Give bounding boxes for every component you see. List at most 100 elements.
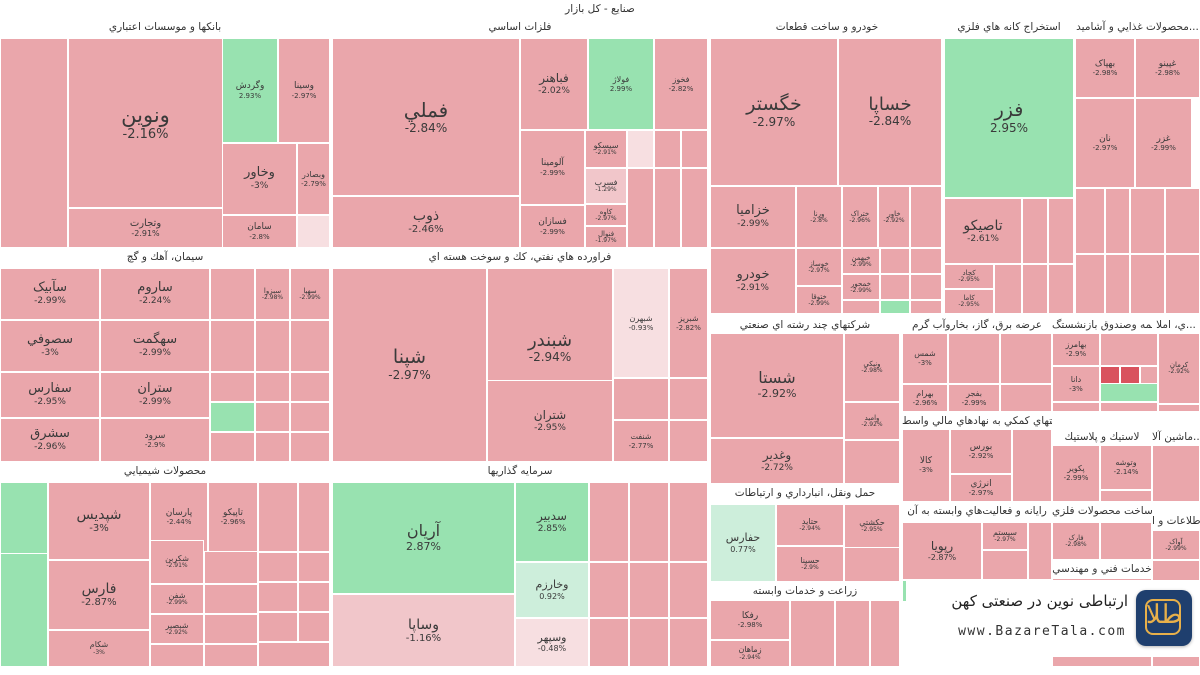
stock-tile[interactable]: وخارزم 0.92%: [515, 562, 589, 618]
sector-header[interactable]: ماشين آلا...: [1152, 428, 1200, 446]
stock-tile[interactable]: [627, 130, 654, 168]
stock-tile[interactable]: [910, 274, 942, 300]
stock-tile[interactable]: سدبير 2.85%: [515, 482, 589, 562]
sector-header[interactable]: زراعت و خدمات وابسته: [710, 582, 900, 600]
stock-tile[interactable]: [910, 248, 942, 274]
stock-tile[interactable]: [255, 402, 290, 432]
stock-tile[interactable]: [258, 482, 298, 552]
stock-tile[interactable]: بورس -2.92%: [950, 428, 1012, 474]
stock-tile[interactable]: [204, 584, 258, 614]
stock-tile[interactable]: انرژي -2.97%: [950, 474, 1012, 502]
stock-tile[interactable]: [1075, 188, 1105, 254]
stock-tile[interactable]: [1028, 522, 1052, 580]
stock-tile[interactable]: [298, 582, 330, 612]
stock-tile[interactable]: [1052, 402, 1100, 412]
stock-tile[interactable]: [669, 420, 708, 462]
stock-tile[interactable]: خبهمن -2.99%: [842, 248, 880, 274]
stock-tile[interactable]: [1165, 254, 1200, 314]
stock-tile[interactable]: [210, 372, 255, 402]
stock-tile[interactable]: [1130, 254, 1165, 314]
stock-tile[interactable]: فسازان -2.99%: [520, 205, 585, 248]
stock-tile[interactable]: بهامرز -2.9%: [1052, 332, 1100, 366]
stock-tile[interactable]: [654, 168, 681, 248]
stock-tile[interactable]: [880, 248, 910, 274]
stock-tile[interactable]: خوساز -2.97%: [796, 248, 842, 286]
stock-tile[interactable]: خگستر -2.97%: [710, 38, 838, 186]
stock-tile[interactable]: ساروم -2.24%: [100, 268, 210, 320]
stock-tile[interactable]: فولاژ 2.99%: [588, 38, 654, 130]
stock-tile[interactable]: [255, 320, 290, 372]
sector-header[interactable]: عرضه برق، گاز، بخاروآب گرم: [902, 316, 1052, 334]
stock-tile[interactable]: فنوال -1.97%: [585, 226, 627, 248]
stock-tile[interactable]: [842, 300, 880, 314]
stock-tile[interactable]: [210, 402, 255, 432]
stock-tile[interactable]: تاصيكو -2.61%: [944, 198, 1022, 264]
stock-tile[interactable]: ونوين -2.16%: [68, 38, 223, 208]
stock-tile[interactable]: [210, 268, 255, 320]
stock-tile[interactable]: [629, 562, 669, 618]
stock-tile[interactable]: كاوه -2.97%: [585, 204, 627, 226]
sector-header[interactable]: استخراج كانه هاي فلزي: [944, 18, 1074, 36]
sector-header[interactable]: فراورده هاي نفتي، كك و سوخت هسته اي: [332, 248, 708, 266]
stock-tile[interactable]: ونيکي -2.98%: [844, 332, 900, 402]
stock-tile[interactable]: [1105, 188, 1130, 254]
stock-tile[interactable]: [290, 402, 330, 432]
stock-tile[interactable]: وبصادر -2.79%: [297, 143, 330, 215]
sector-header[interactable]: سيمان، آهك و گچ: [0, 248, 330, 266]
stock-tile[interactable]: [1100, 522, 1152, 560]
stock-tile[interactable]: [298, 552, 330, 582]
sector-header[interactable]: بيمه وصندوق بازنشستگ...: [1052, 316, 1152, 334]
stock-tile[interactable]: تاپيكو -2.96%: [208, 482, 258, 552]
stock-tile[interactable]: [982, 550, 1028, 580]
sector-header[interactable]: ساخت محصولات فلزي: [1052, 502, 1152, 520]
stock-tile[interactable]: [1152, 444, 1200, 502]
stock-tile[interactable]: حتايد -2.94%: [776, 504, 844, 546]
stock-tile[interactable]: حكشتي -2.95%: [844, 504, 900, 548]
stock-tile[interactable]: وتجارت -2.91%: [68, 208, 223, 248]
sector-header[interactable]: خدمات فني و مهندسي: [1052, 560, 1152, 578]
stock-tile[interactable]: شتران -2.95%: [487, 380, 613, 462]
stock-tile[interactable]: شنفت -2.77%: [613, 420, 669, 462]
stock-tile[interactable]: ورنا -2.8%: [796, 186, 842, 248]
stock-tile[interactable]: [210, 432, 255, 462]
stock-tile[interactable]: سامان -2.8%: [222, 215, 297, 248]
stock-tile[interactable]: شبهرن -0.93%: [613, 268, 669, 378]
stock-tile[interactable]: سصوفي -3%: [0, 320, 100, 372]
stock-tile[interactable]: سآبيک -2.99%: [0, 268, 100, 320]
stock-tile[interactable]: [150, 644, 204, 667]
stock-tile[interactable]: كچاد -2.95%: [944, 264, 994, 289]
stock-tile[interactable]: بفجر -2.99%: [948, 384, 1000, 412]
stock-tile[interactable]: [1022, 264, 1048, 314]
stock-tile[interactable]: آلومينا -2.99%: [520, 130, 585, 205]
stock-tile[interactable]: وخاور -3%: [222, 143, 297, 215]
stock-tile[interactable]: فباهنر -2.02%: [520, 38, 588, 130]
stock-tile[interactable]: [629, 618, 669, 667]
stock-tile[interactable]: ذوب -2.46%: [332, 196, 520, 248]
stock-tile[interactable]: [654, 130, 681, 168]
stock-tile[interactable]: شبريز -2.82%: [669, 268, 708, 378]
sector-header[interactable]: محصولات غذايي و آشاميد...: [1075, 18, 1200, 36]
stock-tile[interactable]: سهگمت -2.99%: [100, 320, 210, 372]
stock-tile[interactable]: [210, 320, 255, 372]
stock-tile[interactable]: [613, 378, 669, 420]
stock-tile[interactable]: حسينا -2.9%: [776, 546, 844, 582]
stock-tile[interactable]: ختراک -2.96%: [842, 186, 878, 248]
stock-tile[interactable]: [880, 300, 910, 314]
stock-tile[interactable]: فخوز -2.82%: [654, 38, 708, 130]
stock-tile[interactable]: [204, 644, 258, 667]
stock-tile[interactable]: شكربن -2.91%: [150, 540, 204, 584]
stock-tile[interactable]: خساپا -2.84%: [838, 38, 942, 186]
stock-tile[interactable]: وغدير -2.72%: [710, 438, 844, 484]
stock-tile[interactable]: [290, 372, 330, 402]
stock-tile[interactable]: كالا -3%: [902, 428, 950, 502]
sector-header[interactable]: فلزات اساسي: [332, 18, 708, 36]
stock-tile[interactable]: [1165, 188, 1200, 254]
stock-tile[interactable]: زماهان -2.94%: [710, 640, 790, 667]
sector-header[interactable]: محصولات شيميايي: [0, 462, 330, 480]
stock-tile[interactable]: [1140, 366, 1158, 384]
stock-tile[interactable]: [255, 432, 290, 462]
stock-tile[interactable]: [589, 618, 629, 667]
stock-tile[interactable]: شپنا -2.97%: [332, 268, 487, 462]
sector-header[interactable]: رايانه و فعاليت‌هاي وابسته به آن: [902, 502, 1052, 520]
stock-tile[interactable]: سرود -2.9%: [100, 418, 210, 462]
